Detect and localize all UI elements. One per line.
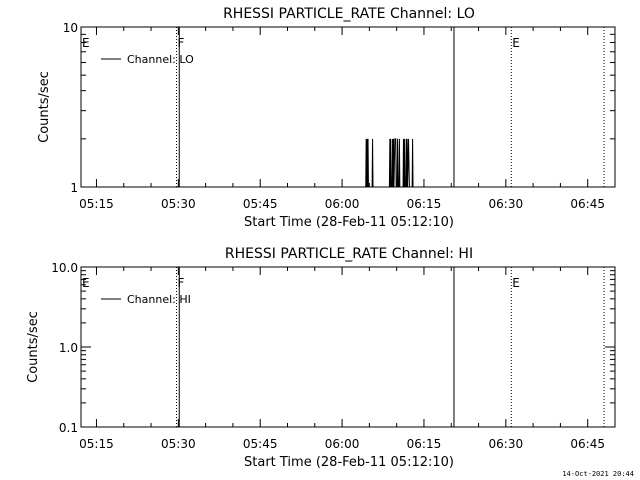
x-tick-label: 05:45 xyxy=(243,437,278,451)
marker-label: F xyxy=(178,36,185,50)
x-tick-label: 06:15 xyxy=(407,437,442,451)
x-tick-label: 06:45 xyxy=(570,437,605,451)
marker-label: F xyxy=(178,276,185,290)
chart-panel-2: RHESSI PARTICLE_RATE Channel: HI 05:15 05:… xyxy=(26,246,616,470)
y-tick-label: 10.0 xyxy=(51,261,78,275)
x-tick-label: 06:15 xyxy=(407,197,442,211)
marker-label: E xyxy=(512,276,520,290)
chart-title: RHESSI PARTICLE_RATE Channel: HI xyxy=(225,246,473,262)
legend-label: Channel: HI xyxy=(127,293,191,306)
x-tick-label: 05:45 xyxy=(243,197,278,211)
y-tick-label: 1.0 xyxy=(59,341,78,355)
y-tick-label: 1 xyxy=(70,181,78,195)
marker-label: E xyxy=(512,36,520,50)
chart-title: RHESSI PARTICLE_RATE Channel: LO xyxy=(223,6,475,22)
x-axis-label: Start Time (28-Feb-11 05:12:10) xyxy=(244,455,454,470)
plot-frame xyxy=(80,266,616,428)
marker-label: E xyxy=(82,276,90,290)
legend-label: Channel: LO xyxy=(127,53,194,66)
x-tick-label: 06:00 xyxy=(325,197,360,211)
x-tick-label: 06:00 xyxy=(325,437,360,451)
y-tick-label: 0.1 xyxy=(59,421,78,435)
y-axis-label: Counts/sec xyxy=(26,311,41,383)
marker-label: E xyxy=(82,36,90,50)
y-axis-label: Counts/sec xyxy=(37,71,52,143)
x-tick-label: 06:30 xyxy=(489,437,524,451)
x-tick-label: 05:15 xyxy=(79,437,114,451)
x-axis-label: Start Time (28-Feb-11 05:12:10) xyxy=(244,215,454,230)
footer-timestamp: 14-Oct-2021 20:44 xyxy=(562,470,634,478)
x-tick-label: 05:15 xyxy=(79,197,114,211)
plot-frame xyxy=(80,26,616,188)
x-tick-label: 06:45 xyxy=(570,197,605,211)
chart-panel-1: RHESSI PARTICLE_RATE Channel: LO 05:15 05:… xyxy=(37,6,616,230)
y-tick-label: 10 xyxy=(63,21,78,35)
series-line xyxy=(365,138,414,188)
x-tick-label: 05:30 xyxy=(161,197,196,211)
x-tick-label: 06:30 xyxy=(489,197,524,211)
x-tick-label: 05:30 xyxy=(161,437,196,451)
